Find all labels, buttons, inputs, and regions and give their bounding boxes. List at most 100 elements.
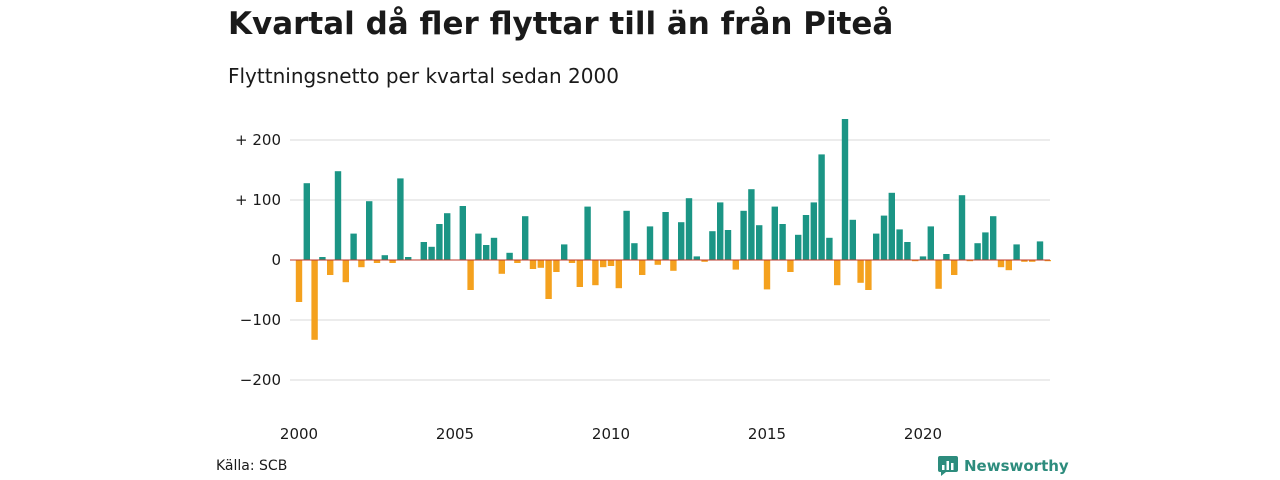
y-tick-label: + 100 [235,191,281,209]
bars [295,119,1051,340]
bar [483,245,490,260]
bar [802,215,810,260]
bar [849,219,856,260]
bar [1029,260,1036,262]
bar [545,260,552,299]
bar [927,226,934,260]
bar [951,260,958,275]
bar [561,244,568,260]
bar [693,256,700,260]
bar [904,242,911,260]
bar [919,256,927,260]
bar [841,119,849,260]
bar [654,260,661,265]
bar [615,260,622,289]
bar [350,233,357,260]
bar [420,242,427,260]
y-tick-label: 0 [271,251,281,269]
bar [818,154,825,260]
brand-name: Newsworthy [964,457,1069,475]
gridlines [290,139,1050,381]
y-tick-label: −100 [240,311,281,329]
bar [662,212,669,260]
bar [428,246,435,260]
bar [990,216,997,260]
bar [982,232,989,260]
bar [490,237,498,260]
bar [826,237,833,260]
bar [748,189,755,260]
brand-logo: Newsworthy [938,456,1069,476]
bar [584,206,591,260]
bar [834,260,841,286]
x-tick-label: 2020 [904,425,942,443]
bar [935,260,942,289]
bar [896,229,903,260]
bar [912,260,919,262]
bar [670,260,677,271]
bar [467,260,474,290]
bar [1044,260,1051,262]
bar [709,231,716,260]
bar [522,216,529,260]
bar [740,210,747,260]
bar [498,260,505,274]
newsworthy-logo-icon [938,456,958,476]
bar [974,243,981,260]
bar [756,225,763,260]
bar [997,260,1005,268]
bar [592,260,599,286]
bar [327,260,334,275]
bar [685,198,693,260]
bar [795,234,802,260]
bar [1005,260,1012,271]
bar [295,260,303,302]
y-tick-label: + 200 [235,131,281,149]
bar [1013,244,1020,260]
source-label: Källa: SCB [216,458,288,474]
y-tick-label: −200 [240,371,281,389]
bar [717,202,724,260]
bar [389,260,396,263]
bar [459,206,466,260]
bar [873,233,880,260]
bar [966,260,973,262]
x-tick-label: 2005 [436,425,474,443]
bar [865,260,872,290]
bar [311,260,318,340]
bar [607,260,615,266]
bar [381,255,388,260]
bar [678,222,685,260]
bar [366,201,373,260]
bar [631,243,638,260]
bar [405,257,412,260]
bar [1021,260,1028,262]
bar [732,260,739,270]
bar [639,260,646,275]
bar [475,233,482,260]
bar [880,215,888,260]
bar [537,260,544,268]
bar [958,195,966,260]
x-tick-label: 2015 [748,425,786,443]
chart-title: Kvartal då fler flyttar till än från Pit… [228,6,894,42]
x-tick-label: 2000 [280,425,318,443]
x-tick-label: 2010 [592,425,630,443]
bar [373,260,381,263]
bar [568,260,576,263]
bar [319,257,326,260]
y-axis-ticks: + 200 + 100 0 −100 −200 [235,131,281,389]
bar [334,171,342,260]
bar [724,230,732,260]
bar [303,183,310,260]
bar [701,260,708,262]
bar [1036,241,1044,260]
bar [576,260,583,287]
bar [810,202,817,260]
bar [444,213,451,260]
bar [943,254,950,260]
bar [623,210,630,260]
bar [529,260,537,269]
bar [771,206,778,260]
